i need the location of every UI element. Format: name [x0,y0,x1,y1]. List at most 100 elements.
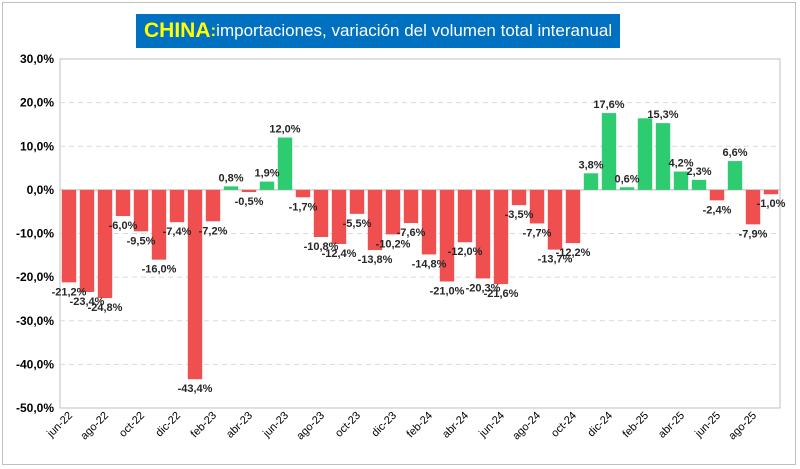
bar [493,189,509,285]
bar [439,189,455,282]
bar [421,189,437,255]
data-label: -1,0% [757,198,786,210]
bar [727,161,743,190]
y-tick-label: -40,0% [16,357,54,371]
x-tick-label: jun-25 [692,410,723,441]
x-tick-label: dic-22 [153,410,183,440]
x-tick-label: abr-25 [656,410,687,441]
data-label: -7,4% [163,226,192,238]
x-tick-label: feb-24 [405,410,436,441]
bar [295,189,311,198]
bar [223,186,239,190]
bar [511,189,527,206]
chart-title: CHINA : importaciones, variación del vol… [136,14,621,48]
x-tick-label: feb-25 [621,410,652,441]
data-label: -12,0% [448,246,483,258]
data-label: 1,9% [254,168,279,180]
data-label: -10,2% [376,238,411,250]
bar [637,118,653,190]
data-label: -21,0% [430,285,465,297]
data-label: -14,8% [412,258,447,270]
data-label: 6,6% [722,147,747,159]
data-label: -21,2% [52,286,87,298]
data-label: 17,6% [593,99,624,111]
y-tick-label: 20,0% [20,96,54,110]
data-label: -7,9% [739,228,768,240]
y-tick-label: -50,0% [16,401,54,415]
x-tick-label: abr-24 [440,410,471,441]
data-label: -24,8% [88,302,123,314]
x-tick-label: dic-24 [585,410,615,440]
bar [205,189,221,222]
x-tick-label: ago-22 [78,410,111,443]
y-tick-label: -30,0% [16,314,54,328]
data-label: -13,7% [538,254,573,266]
data-label: 0,8% [218,172,243,184]
title-country: CHINA [144,19,211,42]
bar [313,189,329,237]
bar [151,189,167,260]
data-label: -12,4% [322,248,357,260]
bar [763,189,779,195]
x-tick-label: oct-24 [549,410,579,440]
bar [115,189,131,217]
bar [61,189,77,283]
data-label: 2,3% [686,166,711,178]
bar [691,179,707,190]
data-label: 12,0% [269,124,300,136]
bar [169,189,185,223]
y-tick-label: 30,0% [20,52,54,66]
y-tick-label: 0,0% [27,183,55,197]
bar [547,189,563,250]
bar [655,123,671,190]
x-tick-label: dic-23 [369,410,399,440]
bar [331,189,347,244]
data-label: 15,3% [647,109,678,121]
bar [403,189,419,224]
x-tick-label: ago-23 [294,410,327,443]
bar [457,189,473,243]
data-label: -2,4% [703,204,732,216]
data-label: -21,6% [484,288,519,300]
data-label: -10,8% [304,241,339,253]
title-separator: : [210,21,217,40]
data-label: -6,0% [109,220,138,232]
bar [619,187,635,190]
data-label: -16,0% [142,264,177,276]
data-label: -5,5% [343,218,372,230]
data-label: -7,6% [397,227,426,239]
bar [475,189,491,279]
bar [367,189,383,251]
data-label: -7,2% [199,225,228,237]
x-tick-label: ago-24 [510,410,543,443]
bar [565,189,581,244]
bar [673,171,689,190]
bar [349,189,365,214]
y-tick-label: 10,0% [20,139,54,153]
bar [187,189,203,380]
bar [529,189,545,224]
data-label: -9,5% [127,235,156,247]
title-text: importaciones, variación del volumen tot… [216,21,613,40]
bar [79,189,95,292]
data-label: -43,4% [178,383,213,395]
bar [601,113,617,190]
x-tick-label: ago-25 [726,410,759,443]
x-tick-label: jun-23 [260,410,291,441]
data-label: 0,6% [614,173,639,185]
data-label: -12,2% [556,247,591,259]
bar [583,173,599,190]
data-label: -7,7% [523,227,552,239]
y-tick-label: -20,0% [16,270,54,284]
data-label: -13,8% [358,254,393,266]
x-tick-label: jun-24 [476,410,507,441]
bar [709,189,725,201]
bar [385,189,401,235]
data-label: -20,3% [466,282,501,294]
bar [259,181,275,190]
bar [745,189,761,225]
bar [133,189,149,232]
x-tick-label: abr-23 [224,410,255,441]
data-label: -0,5% [235,196,264,208]
